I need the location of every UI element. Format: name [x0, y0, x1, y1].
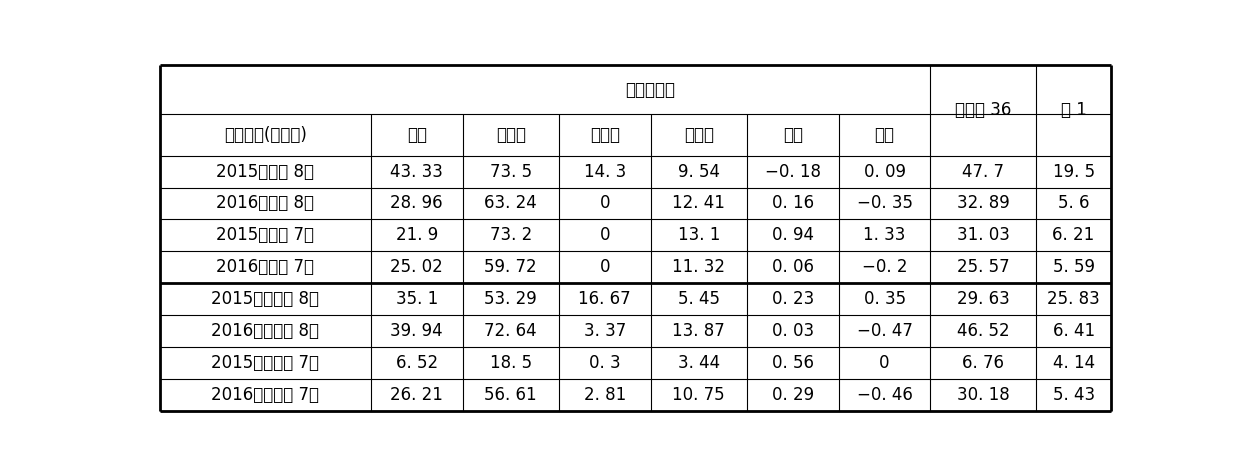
Text: 最大值: 最大值	[496, 126, 526, 144]
Text: 0. 03: 0. 03	[771, 322, 813, 340]
Text: 39. 94: 39. 94	[391, 322, 443, 340]
Text: 海 1: 海 1	[1060, 101, 1086, 120]
Text: 25. 02: 25. 02	[391, 258, 443, 276]
Text: −0. 35: −0. 35	[857, 195, 913, 212]
Text: −0. 18: −0. 18	[765, 163, 821, 181]
Text: 21. 9: 21. 9	[396, 227, 438, 244]
Text: 9. 54: 9. 54	[678, 163, 719, 181]
Text: 0: 0	[599, 258, 610, 276]
Text: 0: 0	[599, 195, 610, 212]
Text: 2015年石河子 7月: 2015年石河子 7月	[211, 354, 320, 372]
Text: 2016年石河子 7月: 2016年石河子 7月	[211, 386, 320, 404]
Text: 代换系群体: 代换系群体	[626, 81, 676, 98]
Text: 发病时期(或环境): 发病时期(或环境)	[224, 126, 306, 144]
Text: 2016年石河子 8月: 2016年石河子 8月	[211, 322, 320, 340]
Text: 46. 52: 46. 52	[957, 322, 1009, 340]
Text: 2015年石河子 8月: 2015年石河子 8月	[211, 290, 320, 308]
Text: 斜度: 斜度	[782, 126, 802, 144]
Text: 10. 75: 10. 75	[672, 386, 725, 404]
Text: 6. 76: 6. 76	[962, 354, 1004, 372]
Text: 0. 35: 0. 35	[863, 290, 905, 308]
Text: 3. 37: 3. 37	[584, 322, 626, 340]
Text: 32. 89: 32. 89	[957, 195, 1009, 212]
Text: 0. 06: 0. 06	[771, 258, 813, 276]
Text: 3. 44: 3. 44	[678, 354, 720, 372]
Text: 43. 33: 43. 33	[391, 163, 443, 181]
Text: 2016年安阳 8月: 2016年安阳 8月	[216, 195, 314, 212]
Text: 19. 5: 19. 5	[1053, 163, 1095, 181]
Text: 53. 29: 53. 29	[485, 290, 537, 308]
Text: −0. 47: −0. 47	[857, 322, 913, 340]
Text: 28. 96: 28. 96	[391, 195, 443, 212]
Text: 35. 1: 35. 1	[396, 290, 438, 308]
Text: 2015年安阳 7月: 2015年安阳 7月	[216, 227, 314, 244]
Text: −0. 46: −0. 46	[857, 386, 913, 404]
Text: 0. 29: 0. 29	[771, 386, 813, 404]
Text: 14. 3: 14. 3	[584, 163, 626, 181]
Text: −0. 2: −0. 2	[862, 258, 908, 276]
Text: 30. 18: 30. 18	[957, 386, 1009, 404]
Text: 1. 33: 1. 33	[863, 227, 905, 244]
Text: 73. 2: 73. 2	[490, 227, 532, 244]
Text: 0. 56: 0. 56	[771, 354, 813, 372]
Text: 47. 7: 47. 7	[962, 163, 1004, 181]
Text: 72. 64: 72. 64	[485, 322, 537, 340]
Text: 56. 61: 56. 61	[485, 386, 537, 404]
Text: 峰度: 峰度	[874, 126, 894, 144]
Text: 0. 3: 0. 3	[589, 354, 620, 372]
Text: 12. 41: 12. 41	[672, 195, 725, 212]
Text: 29. 63: 29. 63	[957, 290, 1009, 308]
Text: 59. 72: 59. 72	[485, 258, 537, 276]
Text: 73. 5: 73. 5	[490, 163, 532, 181]
Text: 0: 0	[879, 354, 890, 372]
Text: 4. 14: 4. 14	[1053, 354, 1095, 372]
Text: 18. 5: 18. 5	[490, 354, 532, 372]
Text: 26. 21: 26. 21	[391, 386, 443, 404]
Text: 中棉所 36: 中棉所 36	[955, 101, 1012, 120]
Text: 0. 94: 0. 94	[771, 227, 813, 244]
Text: 标准差: 标准差	[683, 126, 714, 144]
Text: 2. 81: 2. 81	[584, 386, 626, 404]
Text: 31. 03: 31. 03	[957, 227, 1009, 244]
Text: 2016年安阳 7月: 2016年安阳 7月	[216, 258, 314, 276]
Text: 6. 21: 6. 21	[1053, 227, 1095, 244]
Text: 11. 32: 11. 32	[672, 258, 725, 276]
Text: 0. 09: 0. 09	[863, 163, 905, 181]
Text: 0: 0	[599, 227, 610, 244]
Text: 2015年安阳 8月: 2015年安阳 8月	[216, 163, 314, 181]
Text: 6. 41: 6. 41	[1053, 322, 1095, 340]
Text: 5. 45: 5. 45	[678, 290, 719, 308]
Text: 25. 57: 25. 57	[957, 258, 1009, 276]
Text: 63. 24: 63. 24	[485, 195, 537, 212]
Text: 13. 1: 13. 1	[677, 227, 720, 244]
Text: 最小值: 最小值	[590, 126, 620, 144]
Text: 5. 6: 5. 6	[1058, 195, 1089, 212]
Text: 0. 23: 0. 23	[771, 290, 813, 308]
Text: 0. 16: 0. 16	[771, 195, 813, 212]
Text: 25. 83: 25. 83	[1048, 290, 1100, 308]
Text: 均值: 均值	[407, 126, 427, 144]
Text: 13. 87: 13. 87	[672, 322, 725, 340]
Text: 16. 67: 16. 67	[578, 290, 631, 308]
Text: 5. 43: 5. 43	[1053, 386, 1095, 404]
Text: 6. 52: 6. 52	[396, 354, 438, 372]
Text: 5. 59: 5. 59	[1053, 258, 1095, 276]
